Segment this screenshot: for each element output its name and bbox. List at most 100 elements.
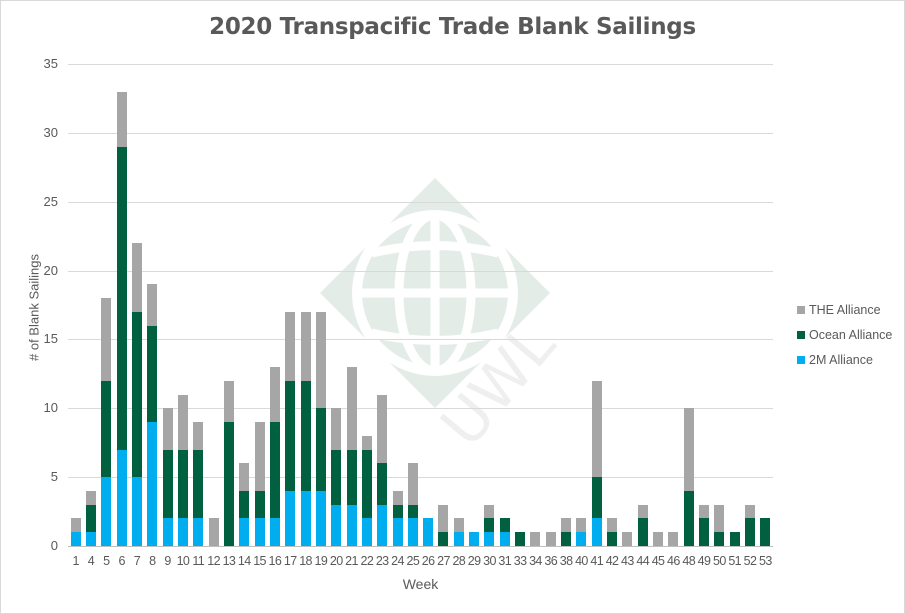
bar-week-10: [177, 394, 188, 546]
x-tick-label: 21: [345, 554, 358, 568]
bar-week-38: [561, 518, 572, 546]
legend-label: 2M Alliance: [809, 352, 873, 367]
bar-week-29: [469, 532, 480, 546]
x-tick-label: 16: [268, 554, 282, 568]
plot-area: 1 4 5 6 7 8 9 10 11 12 13 14 15 16 17 18 19 20 21 22 23 24 25 2…: [68, 64, 773, 568]
legend-swatch-icon: [797, 305, 805, 314]
bar-segment-the-alliance: [223, 380, 234, 423]
x-tick-label: 5: [103, 554, 110, 568]
bar-segment-the-alliance: [101, 298, 112, 381]
bar-segment-2m-alliance: [484, 532, 495, 546]
x-tick-label: 15: [253, 554, 266, 568]
y-axis-label: # of Blank Sailings: [26, 254, 42, 361]
bar-segment-2m-alliance: [85, 532, 96, 546]
bar-segment-ocean-alliance: [561, 532, 572, 546]
bar-segment-ocean-alliance: [147, 325, 158, 423]
bar-segment-ocean-alliance: [346, 449, 357, 505]
bar-segment-2m-alliance: [392, 518, 403, 546]
bar-segment-the-alliance: [254, 422, 265, 491]
x-tick-label: 29: [467, 554, 481, 568]
x-tick-label: 23: [375, 554, 389, 568]
gridline: [68, 477, 773, 479]
bar-week-1: [70, 518, 81, 546]
bar-segment-2m-alliance: [361, 518, 372, 546]
bar-week-50: [714, 504, 725, 546]
bar-segment-the-alliance: [162, 408, 173, 450]
bar-segment-ocean-alliance: [760, 518, 771, 546]
bar-segment-ocean-alliance: [438, 532, 449, 546]
bar-segment-2m-alliance: [576, 532, 587, 546]
bar-segment-ocean-alliance: [101, 380, 112, 478]
bar-week-4: [85, 490, 96, 546]
bar-segment-ocean-alliance: [162, 449, 173, 519]
bar-segment-the-alliance: [438, 504, 449, 533]
bar-segment-ocean-alliance: [223, 422, 234, 546]
bar-segment-the-alliance: [85, 490, 96, 505]
bar-week-18: [300, 311, 311, 546]
bar-week-24: [392, 490, 403, 546]
legend-swatch-icon: [797, 355, 805, 364]
bar-segment-2m-alliance: [346, 504, 357, 546]
bar-week-41: [591, 380, 602, 546]
bar-week-27: [438, 504, 449, 546]
bar-segment-ocean-alliance: [193, 449, 204, 519]
bar-segment-ocean-alliance: [285, 380, 296, 491]
bar-week-25: [407, 463, 418, 546]
gridline: [68, 408, 773, 410]
x-tick-label: 1: [72, 554, 79, 568]
bar-week-53: [760, 518, 771, 546]
bar-segment-ocean-alliance: [407, 504, 418, 519]
bar-segment-the-alliance: [668, 532, 679, 546]
x-tick-label: 19: [314, 554, 328, 568]
y-tick-label: 0: [50, 538, 58, 553]
bar-segment-ocean-alliance: [499, 518, 510, 533]
x-tick-label: 10: [176, 554, 190, 568]
bar-segment-the-alliance: [591, 380, 602, 478]
bar-segment-the-alliance: [392, 490, 403, 505]
bar-week-33: [515, 532, 526, 546]
y-tick-label: 35: [43, 56, 58, 71]
x-tick-label: 50: [712, 554, 726, 568]
bar-week-23: [377, 394, 388, 546]
bar-segment-2m-alliance: [116, 449, 127, 546]
bar-segment-2m-alliance: [177, 518, 188, 546]
bar-week-36: [545, 532, 556, 546]
x-tick-label: 34: [529, 554, 542, 568]
x-tick-label: 25: [406, 554, 420, 568]
bar-segment-ocean-alliance: [515, 532, 526, 546]
gridline: [68, 270, 773, 272]
legend-swatch-icon: [797, 330, 805, 339]
legend-label: THE Alliance: [809, 302, 881, 317]
x-tick-label: 4: [87, 554, 95, 568]
bar-segment-the-alliance: [607, 518, 618, 533]
bar-week-34: [530, 532, 541, 546]
x-tick-label: 20: [329, 554, 343, 568]
gridline: [68, 339, 773, 341]
bar-segment-2m-alliance: [285, 490, 296, 546]
bar-segment-the-alliance: [70, 518, 81, 533]
x-tick-label: 36: [544, 554, 558, 568]
x-tick-label: 12: [207, 554, 220, 568]
bar-segment-ocean-alliance: [745, 518, 755, 546]
y-tick-label: 15: [43, 331, 58, 347]
x-tick-label: 18: [299, 554, 312, 568]
x-tick-label: 41: [590, 554, 604, 568]
bar-segment-ocean-alliance: [729, 532, 740, 546]
bar-segment-2m-alliance: [315, 490, 326, 546]
x-axis-line: [68, 546, 773, 547]
bar-segment-2m-alliance: [407, 518, 418, 546]
x-tick-label: 44: [636, 554, 650, 568]
bar-segment-2m-alliance: [162, 518, 173, 546]
bar-week-51: [729, 532, 740, 546]
bar-week-7: [131, 243, 142, 546]
x-tick-label: 53: [758, 554, 772, 568]
bar-segment-the-alliance: [407, 463, 418, 505]
x-tick-label: 33: [513, 554, 527, 568]
bar-segment-the-alliance: [285, 311, 296, 381]
bar-week-13: [223, 380, 234, 546]
bar-segment-the-alliance: [530, 532, 541, 546]
bar-segment-the-alliance: [239, 463, 250, 491]
bar-week-43: [622, 532, 633, 546]
bar-segment-ocean-alliance: [607, 532, 618, 546]
bar-week-42: [607, 518, 618, 546]
